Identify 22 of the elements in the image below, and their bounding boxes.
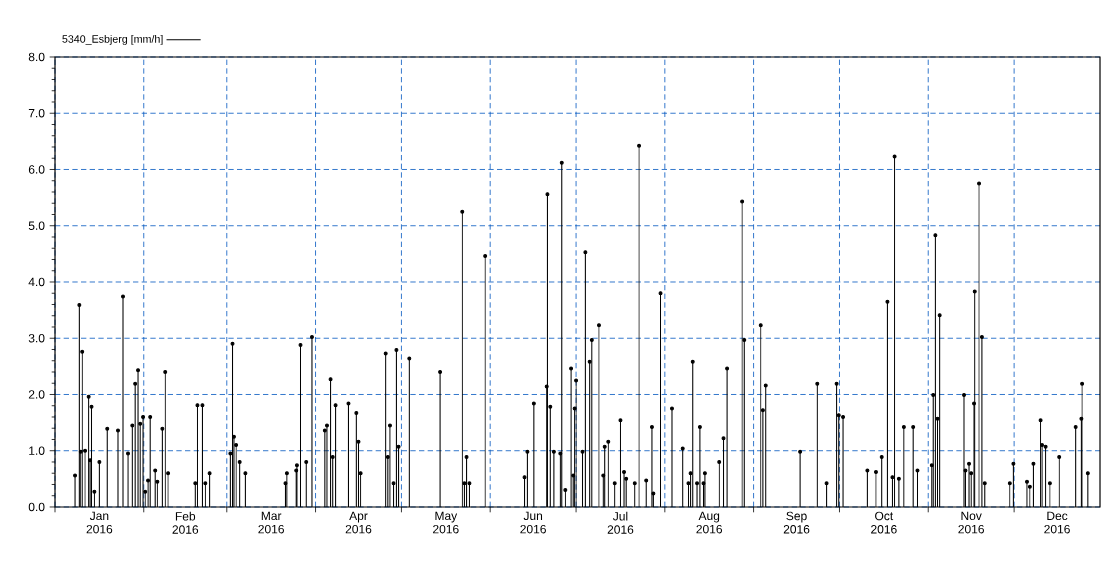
- x-tick-label: Sep 2016: [783, 511, 810, 534]
- y-tick-label: 2.0: [28, 390, 45, 399]
- x-tick-label: Oct 2016: [871, 511, 897, 534]
- x-tick-label: Mar 2016: [258, 511, 284, 534]
- y-tick-label: 0.0: [28, 502, 45, 512]
- x-tick-label: Jan 2016: [86, 511, 113, 534]
- x-tick-label: Aug 2016: [696, 511, 723, 534]
- x-tick-label: Jun 2016: [520, 511, 546, 534]
- y-tick-label: 4.0: [28, 277, 45, 287]
- x-tick-label: Feb 2016: [172, 511, 199, 534]
- x-tick-label: Nov 2016: [958, 511, 984, 534]
- y-tick-label: 5.0: [28, 221, 45, 230]
- x-tick-label: Jul 2016: [607, 511, 634, 534]
- x-tick-label: Apr 2016: [345, 511, 372, 534]
- y-tick-label: 8.0: [28, 52, 45, 62]
- legend-label: 5340_Esbjerg [mm/h]: [62, 34, 163, 45]
- y-tick-label: 6.0: [28, 165, 45, 174]
- x-tick-label: Dec 2016: [1044, 511, 1070, 534]
- y-tick-label: 3.0: [28, 333, 45, 343]
- y-tick-label: 7.0: [28, 108, 45, 118]
- x-tick-label: May 2016: [433, 511, 459, 534]
- y-tick-label: 1.0: [29, 446, 45, 455]
